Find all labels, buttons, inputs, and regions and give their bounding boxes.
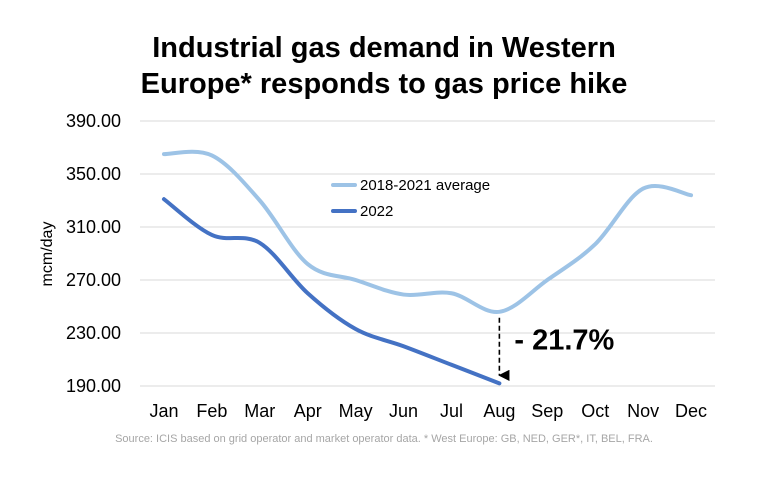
data-point — [593, 242, 597, 246]
legend-label-average: 2018-2021 average — [360, 177, 490, 194]
data-point — [210, 233, 214, 237]
data-point — [258, 199, 262, 203]
legend-label-2022: 2022 — [360, 203, 393, 220]
data-point — [449, 363, 453, 367]
y-axis-ticks: 390.00 350.00 310.00 270.00 230.00 190.00 — [66, 111, 121, 396]
x-tick-label: Dec — [675, 401, 707, 421]
data-point — [162, 197, 166, 201]
data-point — [354, 327, 358, 331]
chart-title: Industrial gas demand in Western Europe*… — [0, 30, 768, 102]
x-tick-label: Jun — [389, 401, 418, 421]
source-note: Source: ICIS based on grid operator and … — [115, 433, 653, 445]
data-point — [497, 381, 501, 385]
data-point — [162, 152, 166, 156]
data-point — [306, 262, 310, 266]
x-tick-label: Sep — [531, 401, 563, 421]
y-tick-label: 190.00 — [66, 376, 121, 396]
data-point — [402, 344, 406, 348]
x-tick-label: Jan — [149, 401, 178, 421]
x-tick-label: Apr — [294, 401, 322, 421]
y-tick-label: 390.00 — [66, 111, 121, 131]
gridlines — [140, 120, 715, 387]
x-tick-label: Nov — [627, 401, 659, 421]
y-tick-label: 350.00 — [66, 164, 121, 184]
data-point — [210, 153, 214, 157]
data-point — [402, 293, 406, 297]
chart-title-line-1: Industrial gas demand in Western — [152, 32, 616, 64]
series-line-2022 — [161, 197, 502, 386]
data-point — [545, 278, 549, 282]
decline-percent-label: - 21.7% — [514, 325, 614, 357]
y-axis-label: mcm/day — [39, 222, 56, 287]
x-axis-ticks: Jan Feb Mar Apr May Jun Jul Aug Sep Oct Nov Dec — [149, 401, 707, 421]
x-tick-label: Mar — [244, 401, 275, 421]
series-line-average — [161, 149, 694, 314]
data-point — [258, 241, 262, 245]
x-tick-label: May — [339, 401, 373, 421]
y-tick-label: 310.00 — [66, 217, 121, 237]
series-lines — [161, 149, 694, 386]
data-point — [641, 187, 645, 191]
legend: 2018-2021 average 2022 — [331, 177, 490, 220]
x-tick-label: Jul — [440, 401, 463, 421]
x-tick-label: Oct — [581, 401, 609, 421]
data-point — [689, 193, 693, 197]
data-point — [306, 291, 310, 295]
y-tick-label: 230.00 — [66, 323, 121, 343]
data-point — [354, 278, 358, 282]
data-point — [497, 310, 501, 314]
x-tick-label: Feb — [196, 401, 227, 421]
chart-title-line-2: Europe* responds to gas price hike — [140, 68, 628, 100]
data-point — [449, 291, 453, 295]
annotation: - 21.7% — [498, 317, 615, 381]
x-tick-label: Aug — [483, 401, 515, 421]
y-tick-label: 270.00 — [66, 270, 121, 290]
